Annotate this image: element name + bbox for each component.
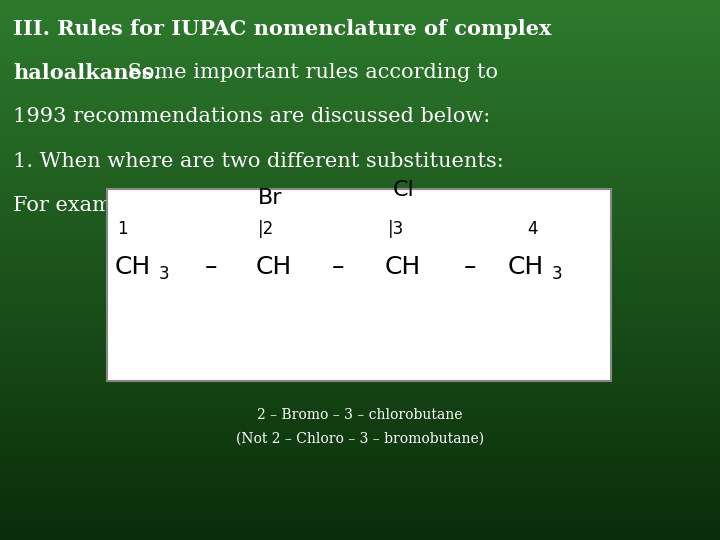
Text: CH: CH [385, 255, 421, 279]
Text: 3: 3 [159, 265, 169, 284]
Text: III. Rules for IUPAC nomenclature of complex: III. Rules for IUPAC nomenclature of com… [13, 19, 552, 39]
FancyBboxPatch shape [107, 189, 611, 381]
Text: CH: CH [256, 255, 292, 279]
Text: Some important rules according to: Some important rules according to [121, 63, 498, 82]
Text: –: – [204, 255, 217, 279]
Text: 1993 recommendations are discussed below:: 1993 recommendations are discussed below… [13, 107, 490, 126]
Text: Br: Br [258, 188, 282, 208]
Text: 3: 3 [552, 265, 562, 284]
Text: |3: |3 [388, 220, 404, 238]
Text: 2 – Bromo – 3 – chlorobutane: 2 – Bromo – 3 – chlorobutane [257, 408, 463, 422]
Text: CH: CH [115, 255, 151, 279]
Text: For example,: For example, [13, 196, 151, 215]
Text: 1: 1 [117, 220, 127, 238]
Text: haloalkanes.: haloalkanes. [13, 63, 161, 83]
Text: Cl: Cl [392, 180, 414, 200]
Text: –: – [464, 255, 476, 279]
Text: 4: 4 [528, 220, 538, 238]
Text: (Not 2 – Chloro – 3 – bromobutane): (Not 2 – Chloro – 3 – bromobutane) [236, 432, 484, 446]
Text: –: – [332, 255, 345, 279]
Text: 1. When where are two different substituents:: 1. When where are two different substitu… [13, 152, 504, 171]
Text: |2: |2 [258, 220, 274, 238]
Text: CH: CH [508, 255, 544, 279]
